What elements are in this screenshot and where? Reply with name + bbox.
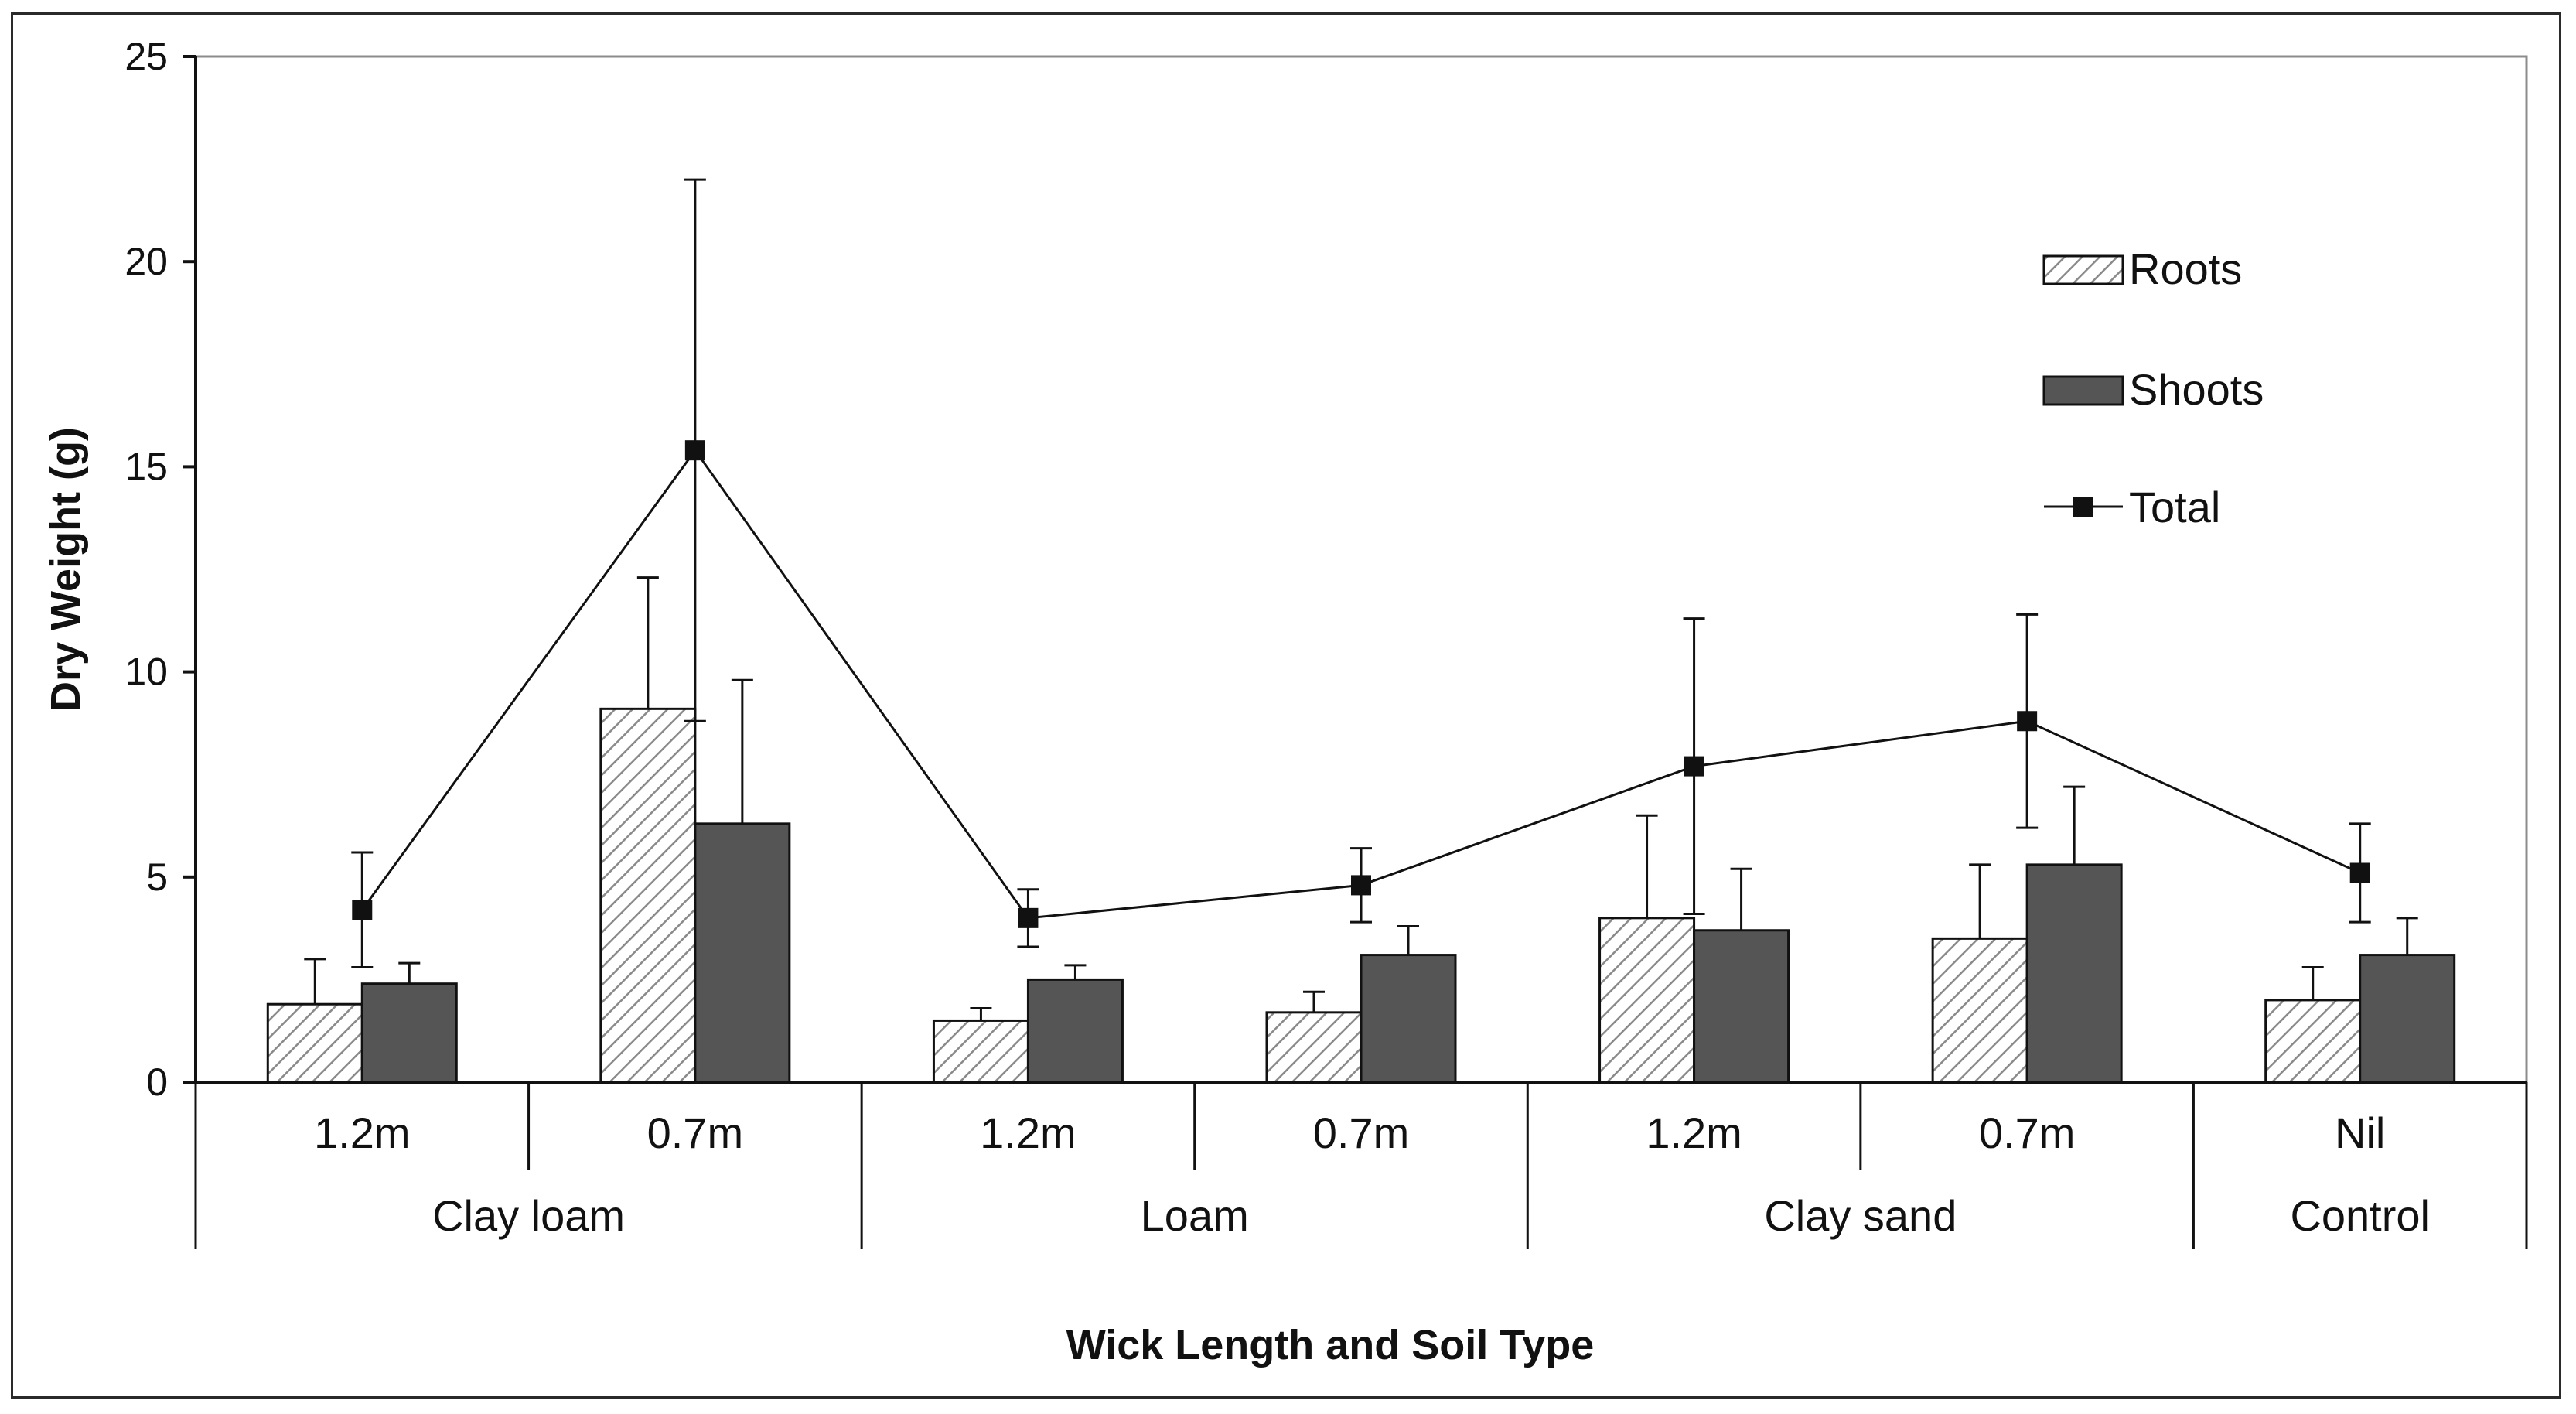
shoots-bar <box>1360 954 1457 1084</box>
roots-bar <box>266 1002 363 1084</box>
x-group-label: Clay loam <box>432 1191 625 1240</box>
total-point <box>2349 862 2370 883</box>
legend: Roots Shoots Total <box>2042 244 2264 531</box>
x-category-label: 1.2m <box>314 1108 411 1157</box>
roots-bar <box>599 707 697 1084</box>
y-tick-label: 10 <box>125 651 168 694</box>
x-category-label: 0.7m <box>1979 1108 2076 1157</box>
legend-shoots-swatch <box>2042 375 2124 406</box>
x-group-label: Clay sand <box>1764 1191 1957 1240</box>
x-category-label: Nil <box>2335 1108 2385 1157</box>
total-line-layer <box>351 178 2371 968</box>
roots-bar <box>1931 937 2028 1084</box>
shoots-bar <box>2025 863 2123 1084</box>
x-category-labels: 1.2m 0.7m 1.2m 0.7m 1.2m 0.7m Nil Clay loam Loam… <box>194 1082 2528 1249</box>
y-tick-label: 5 <box>146 856 168 899</box>
plot-area-border <box>194 55 2528 1084</box>
y-tick-label: 20 <box>125 240 168 283</box>
legend-shoots-label: Shoots <box>2129 365 2264 414</box>
bar-line-chart: 0 5 10 15 20 25 1.2m 0.7m 1.2m 0.7m 1.2m 0.7m Nil Cl… <box>43 35 2528 1368</box>
legend-roots-swatch <box>2042 254 2124 285</box>
shoots-bar <box>2359 954 2456 1084</box>
figure-frame: 0 5 10 15 20 25 1.2m 0.7m 1.2m 0.7m 1.2m 0.7m Nil Cl… <box>11 12 2561 1399</box>
total-point <box>352 900 373 920</box>
x-category-label: 1.2m <box>1646 1108 1742 1157</box>
x-axis-title: Wick Length and Soil Type <box>1066 1322 1595 1368</box>
x-category-label: 0.7m <box>1313 1108 1410 1157</box>
y-tick-label: 25 <box>125 35 168 78</box>
legend-roots-label: Roots <box>2129 244 2242 293</box>
x-category-label: 0.7m <box>647 1108 744 1157</box>
total-point <box>2017 711 2038 732</box>
legend-total-label: Total <box>2129 483 2220 531</box>
total-point <box>1684 756 1704 777</box>
roots-bar <box>932 1019 1029 1084</box>
x-group-label: Control <box>2290 1191 2430 1240</box>
shoots-bar <box>360 982 458 1084</box>
axes-layer: 0 5 10 15 20 25 <box>125 35 2527 1104</box>
total-point <box>1351 875 1371 896</box>
bars-layer <box>266 576 2456 1084</box>
roots-bar <box>1265 1011 1363 1084</box>
x-group-label: Loam <box>1141 1191 1249 1240</box>
y-tick-label: 15 <box>125 445 168 488</box>
shoots-bar <box>694 822 791 1084</box>
total-point <box>1018 907 1039 928</box>
roots-bar <box>2264 999 2362 1084</box>
total-point <box>684 440 705 461</box>
y-axis-title: Dry Weight (g) <box>43 427 89 712</box>
shoots-bar <box>1693 929 1790 1084</box>
roots-bar <box>1598 917 1696 1084</box>
x-category-label: 1.2m <box>980 1108 1076 1157</box>
shoots-bar <box>1026 978 1124 1084</box>
y-tick-label: 0 <box>146 1060 168 1104</box>
legend-total-marker <box>2073 497 2093 517</box>
